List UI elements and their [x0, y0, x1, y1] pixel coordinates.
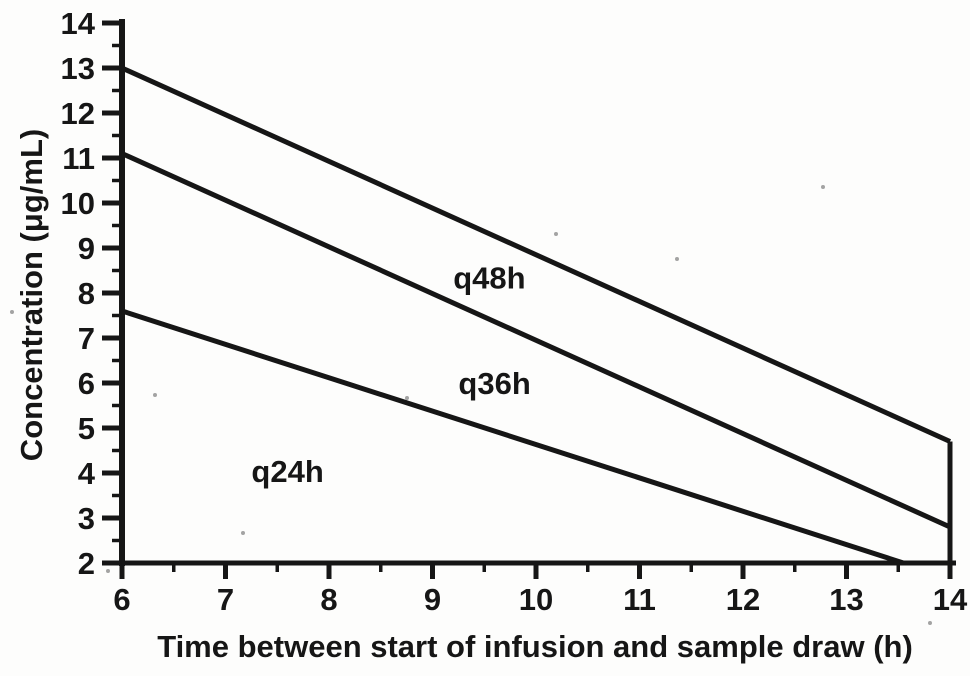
series-line-q36h-q48h-boundary — [120, 151, 952, 530]
y-tick-label: 13 — [61, 51, 95, 86]
y-tick-label: 7 — [78, 321, 95, 356]
y-tick-label: 12 — [61, 96, 95, 131]
x-tick-label: 6 — [113, 582, 130, 617]
x-tick-label: 14 — [933, 582, 968, 617]
y-tick-label: 4 — [78, 456, 96, 491]
x-tick-label: 13 — [829, 582, 863, 617]
x-tick-label: 10 — [519, 582, 553, 617]
y-tick-label: 9 — [78, 231, 95, 266]
y-tick-label: 3 — [78, 501, 95, 536]
scan-speck — [928, 621, 932, 625]
region-label-q48h: q48h — [453, 260, 525, 295]
series-line-q48h-upper-boundary — [120, 65, 952, 444]
y-tick-label: 6 — [78, 366, 95, 401]
y-tick-label: 5 — [78, 411, 95, 446]
y-tick-label: 14 — [61, 6, 96, 41]
x-axis-title: Time between start of infusion and sampl… — [157, 629, 913, 664]
y-tick-label: 10 — [61, 186, 95, 221]
region-label-q36h: q36h — [458, 366, 530, 401]
x-tick-label: 12 — [726, 582, 760, 617]
y-tick-label: 11 — [62, 141, 95, 176]
region-label-q24h: q24h — [251, 454, 323, 489]
series-line-q24h-q36h-boundary — [121, 308, 905, 566]
scan-speck — [554, 232, 558, 236]
y-tick-label: 2 — [78, 546, 95, 581]
scan-speck — [153, 393, 157, 397]
x-tick-label: 7 — [217, 582, 234, 617]
scan-speck — [821, 185, 825, 189]
scan-speck — [241, 531, 245, 535]
chart-root: 6 7 8 9 10 11 12 13 14 2 3 4 5 6 7 8 9 10 11 12 13 14 q48h q36h… — [10, 6, 968, 625]
scan-speck — [10, 310, 14, 314]
scan-speck — [106, 569, 110, 573]
x-tick-label: 11 — [623, 582, 656, 617]
scan-speck — [675, 257, 679, 261]
y-axis-title: Concentration (μg/mL) — [14, 129, 49, 461]
y-tick-label: 8 — [78, 276, 95, 311]
scan-speck — [405, 396, 409, 400]
x-tick-label: 8 — [320, 582, 337, 617]
x-tick-label: 9 — [424, 582, 441, 617]
